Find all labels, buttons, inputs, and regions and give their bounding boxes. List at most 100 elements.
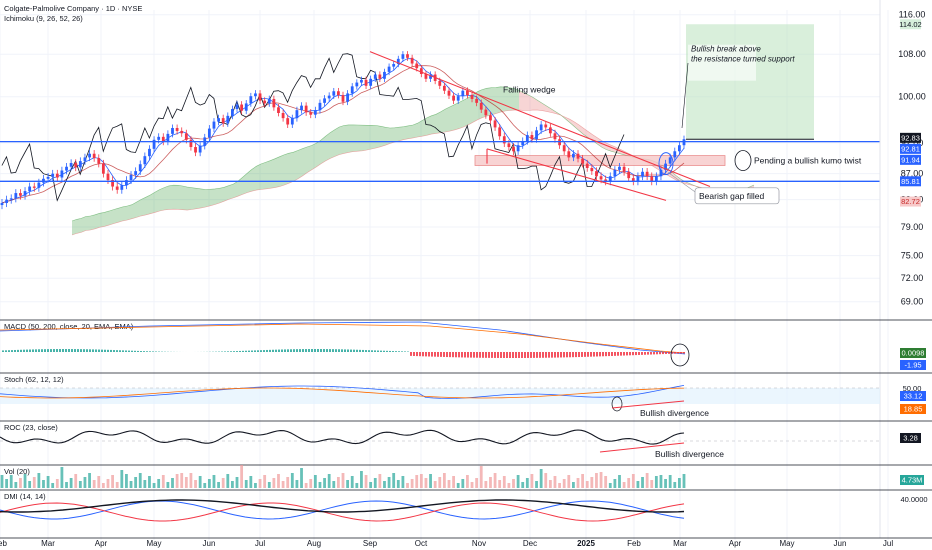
volume-bar (313, 475, 317, 488)
volume-bar (5, 479, 9, 488)
macd-line (0, 321, 686, 355)
roc-divergence-label: Bullish divergence (655, 449, 724, 459)
time-axis[interactable]: Feb Mar Apr May Jun Jul Aug Sep Oct Nov Dec 2025 Feb… (0, 539, 893, 548)
macd-histogram-bar (644, 352, 646, 355)
horizontal-levels[interactable] (0, 140, 880, 182)
volume-bar (396, 480, 400, 488)
macd-histogram-bar (8, 350, 10, 352)
time-tick-label: Mar (673, 539, 687, 548)
time-tick-label: Dec (523, 539, 537, 548)
macd-histogram-bar (377, 350, 379, 352)
candle-body (175, 127, 179, 131)
volume-bar (65, 482, 68, 488)
indicator-label[interactable]: Ichimoku (9, 26, 52, 26) (4, 14, 83, 23)
volume-bar (479, 466, 483, 488)
macd-histogram-bar (668, 352, 670, 354)
volume-bar (456, 483, 460, 488)
macd-histogram-bar (398, 351, 400, 352)
volume-bar (378, 474, 382, 488)
macd-histogram-bar (674, 352, 676, 354)
macd-histogram-bar (422, 352, 424, 357)
candle-body (28, 186, 32, 192)
macd-histogram-bar (566, 352, 568, 358)
volume-bar (134, 477, 138, 488)
volume-bar (406, 483, 409, 488)
candle-body (654, 176, 658, 182)
macd-histogram-bar (269, 349, 271, 352)
annotation-falling-wedge: Falling wedge (503, 84, 556, 94)
macd-histogram-bar (122, 350, 124, 352)
volume-bar (585, 481, 589, 488)
macd-histogram-bar (671, 352, 673, 354)
candle-body (419, 68, 423, 75)
candle-body (452, 95, 455, 101)
volume-bar (562, 479, 566, 488)
macd-histogram-bar (518, 352, 520, 358)
macd-histogram-bar (434, 352, 436, 357)
macd-histogram-bar (38, 349, 40, 352)
macd-histogram-bar (146, 351, 148, 352)
candle-body (341, 95, 345, 102)
candles-series (0, 51, 686, 210)
candle-body (392, 64, 396, 67)
candle-body (373, 74, 377, 79)
price-axis[interactable]: 69.0072.0075.0079.0083.0087.0092.00100.0… (879, 0, 926, 538)
candle-body (387, 66, 391, 72)
candle-body (677, 145, 681, 152)
volume-bar (19, 478, 22, 488)
macd-histogram-bar (47, 349, 49, 352)
dmi-level-label: 40.0000 (900, 495, 927, 504)
macd-histogram-bar (545, 352, 547, 358)
candle-body (272, 98, 276, 108)
macd-histogram-bar (473, 352, 475, 358)
time-tick-label: Jun (834, 539, 847, 548)
macd-histogram-bar (530, 352, 532, 358)
volume-bar (88, 473, 91, 488)
falling-wedge-lines[interactable] (369, 51, 711, 201)
macd-histogram-bar (680, 352, 682, 354)
candle-body (627, 171, 631, 179)
macd-histogram-bar (428, 352, 430, 357)
macd-histogram-bar (551, 352, 553, 358)
roc-line (0, 429, 685, 445)
indicator-panels[interactable]: MACD (50, 200, close, 20, EMA, EMA) Stoch… (0, 319, 932, 539)
volume-bar (429, 474, 432, 488)
volume-bar (111, 475, 114, 488)
candle-body (318, 102, 322, 111)
stoch-badge-b (900, 404, 926, 414)
volume-bar (184, 477, 188, 488)
macd-histogram-bar (68, 349, 70, 352)
macd-histogram-bar (440, 352, 442, 357)
macd-histogram-bar (29, 349, 31, 352)
macd-histogram-bar (635, 352, 637, 356)
candle-body (364, 79, 368, 86)
time-tick-label: Mar (41, 539, 55, 548)
candle-body (525, 135, 529, 142)
chart-legend: Colgate-Palmolive Company · 1D · NYSE Ic… (4, 4, 142, 24)
candle-body (198, 145, 202, 153)
kumo-twist-circle (734, 150, 752, 171)
candle-body (668, 157, 672, 164)
volume-bar (392, 473, 396, 488)
macd-histogram-bar (587, 352, 589, 357)
macd-histogram-bar (287, 349, 289, 352)
kumo-bullish (72, 86, 519, 235)
volume-bar (530, 474, 534, 488)
macd-histogram-bar (659, 352, 661, 355)
target-zone-rect (686, 24, 814, 140)
macd-histogram-bar (71, 349, 73, 352)
volume-bar (120, 470, 124, 488)
candle-body (286, 118, 290, 125)
stoch-circle (611, 396, 623, 412)
candle-body (673, 151, 677, 158)
candle-body (567, 151, 571, 158)
candle-body (521, 141, 525, 146)
price-badge-label: 82.72 (901, 197, 920, 206)
macd-histogram-bar (353, 349, 355, 352)
volume-bar (364, 475, 368, 488)
candle-body (572, 153, 575, 158)
symbol-title[interactable]: Colgate-Palmolive Company · 1D · NYSE (4, 4, 143, 13)
macd-histogram-bar (140, 351, 142, 352)
